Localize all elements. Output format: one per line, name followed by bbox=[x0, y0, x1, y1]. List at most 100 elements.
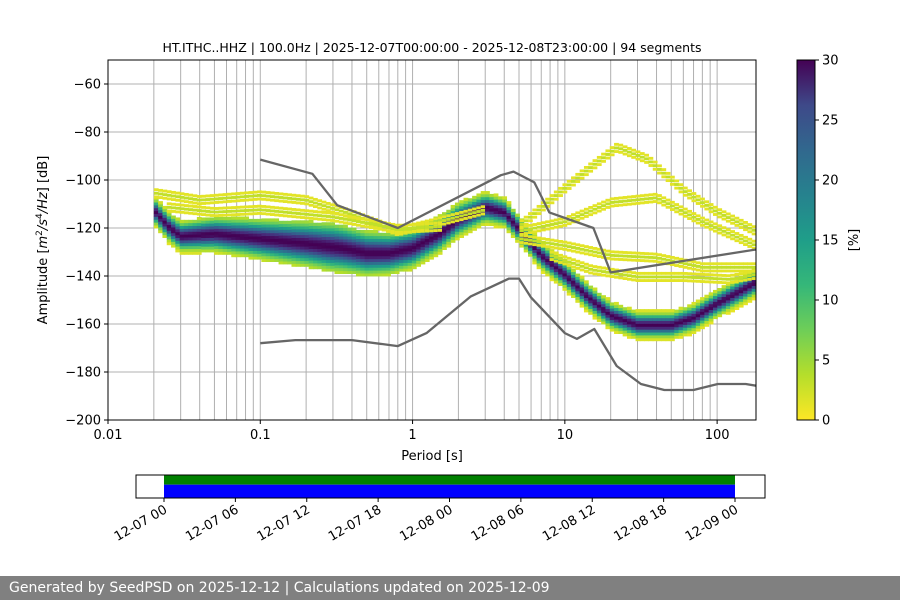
psd-cell bbox=[179, 251, 185, 255]
psd-cell bbox=[257, 253, 262, 257]
psd-cell bbox=[196, 242, 202, 247]
psd-cell bbox=[201, 223, 206, 227]
psd-cell bbox=[411, 223, 417, 226]
psd-cell bbox=[360, 224, 366, 228]
psd-cell bbox=[579, 304, 585, 308]
psd-cell bbox=[377, 264, 383, 268]
psd-cell bbox=[295, 260, 301, 264]
psd-cell bbox=[188, 242, 194, 247]
psd-cell bbox=[373, 221, 379, 225]
psd-cell bbox=[747, 290, 753, 295]
psd-cell bbox=[566, 269, 572, 273]
psd-cell bbox=[614, 257, 619, 261]
psd-cell bbox=[295, 249, 301, 253]
psd-cell bbox=[287, 246, 292, 250]
psd-cell bbox=[678, 261, 684, 265]
psd-cell bbox=[678, 264, 684, 268]
psd-cell bbox=[257, 241, 262, 246]
psd-cell bbox=[549, 272, 555, 276]
psd-cell bbox=[682, 307, 688, 311]
psd-cell bbox=[558, 282, 563, 286]
psd-cell bbox=[433, 236, 439, 240]
psd-cell bbox=[566, 260, 572, 264]
psd-cell bbox=[222, 216, 228, 221]
psd-cell bbox=[558, 217, 563, 221]
psd-cell bbox=[162, 208, 168, 213]
psd-cell bbox=[368, 218, 374, 222]
psd-cell bbox=[725, 294, 731, 298]
psd-cell bbox=[532, 239, 538, 243]
psd-cell bbox=[463, 217, 469, 220]
psd-cell bbox=[252, 241, 258, 246]
psd-cell bbox=[274, 258, 280, 262]
psd-cell bbox=[614, 316, 619, 320]
psd-cell bbox=[700, 223, 705, 227]
psd-cell bbox=[355, 229, 361, 234]
psd-cell bbox=[626, 258, 632, 262]
psd-cell bbox=[192, 201, 198, 205]
psd-cell bbox=[579, 264, 585, 268]
psd-cell bbox=[712, 292, 718, 297]
psd-cell bbox=[622, 330, 628, 334]
psd-cell bbox=[248, 241, 254, 246]
psd-cell bbox=[678, 306, 684, 310]
psd-cell bbox=[605, 153, 611, 156]
psd-cell bbox=[695, 316, 701, 321]
psd-cell bbox=[652, 200, 658, 203]
psd-cell bbox=[437, 216, 443, 220]
psd-cell bbox=[291, 254, 297, 259]
psd-cell bbox=[704, 317, 710, 322]
psd-cell bbox=[588, 249, 594, 253]
psd-cell bbox=[738, 298, 744, 302]
psd-cell bbox=[712, 289, 718, 294]
psd-cell bbox=[239, 245, 245, 249]
psd-cell bbox=[605, 320, 611, 324]
psd-cell bbox=[269, 218, 275, 222]
psd-cell bbox=[394, 259, 400, 263]
psd-cell bbox=[433, 239, 439, 243]
psd-cell bbox=[549, 250, 555, 254]
psd-cell bbox=[691, 195, 697, 199]
psd-cell bbox=[338, 224, 344, 228]
psd-cell bbox=[648, 259, 654, 263]
psd-cell bbox=[416, 231, 422, 236]
psd-cell bbox=[334, 267, 340, 272]
psd-cell bbox=[429, 227, 434, 231]
psd-cell bbox=[381, 232, 387, 237]
psd-cell bbox=[222, 245, 228, 250]
psd-cell bbox=[411, 254, 417, 258]
psd-cell bbox=[235, 248, 241, 252]
psd-cell bbox=[700, 197, 705, 201]
psd-cell bbox=[678, 335, 684, 339]
psd-cell bbox=[330, 215, 335, 219]
psd-cell bbox=[390, 264, 396, 269]
psd-cell bbox=[480, 193, 486, 198]
psd-cell bbox=[424, 219, 430, 223]
psd-cell bbox=[261, 232, 267, 237]
psd-cell bbox=[536, 225, 542, 229]
psd-cell bbox=[674, 271, 680, 275]
psd-cell bbox=[562, 267, 568, 271]
psd-cell bbox=[153, 210, 159, 214]
psd-cell bbox=[601, 156, 606, 160]
psd-cell bbox=[730, 291, 735, 296]
psd-cell bbox=[738, 295, 744, 299]
psd-cell bbox=[171, 218, 176, 222]
psd-cell bbox=[695, 194, 701, 198]
psd-cell bbox=[377, 258, 383, 262]
psd-cell bbox=[304, 257, 310, 262]
psd-cell bbox=[528, 233, 533, 237]
psd-cell bbox=[235, 222, 241, 226]
psd-cell bbox=[239, 216, 245, 220]
psd-cell bbox=[416, 234, 422, 238]
psd-cell bbox=[351, 222, 357, 226]
psd-cell bbox=[295, 263, 301, 267]
psd-cell bbox=[235, 251, 241, 255]
psd-cell bbox=[274, 195, 280, 199]
psd-cell bbox=[308, 219, 314, 224]
psd-cell bbox=[205, 210, 211, 213]
psd-cell bbox=[257, 230, 262, 234]
y-axis-label-exp-4: 4 bbox=[35, 213, 45, 219]
psd-cell bbox=[153, 188, 159, 192]
psd-cell bbox=[734, 306, 740, 310]
